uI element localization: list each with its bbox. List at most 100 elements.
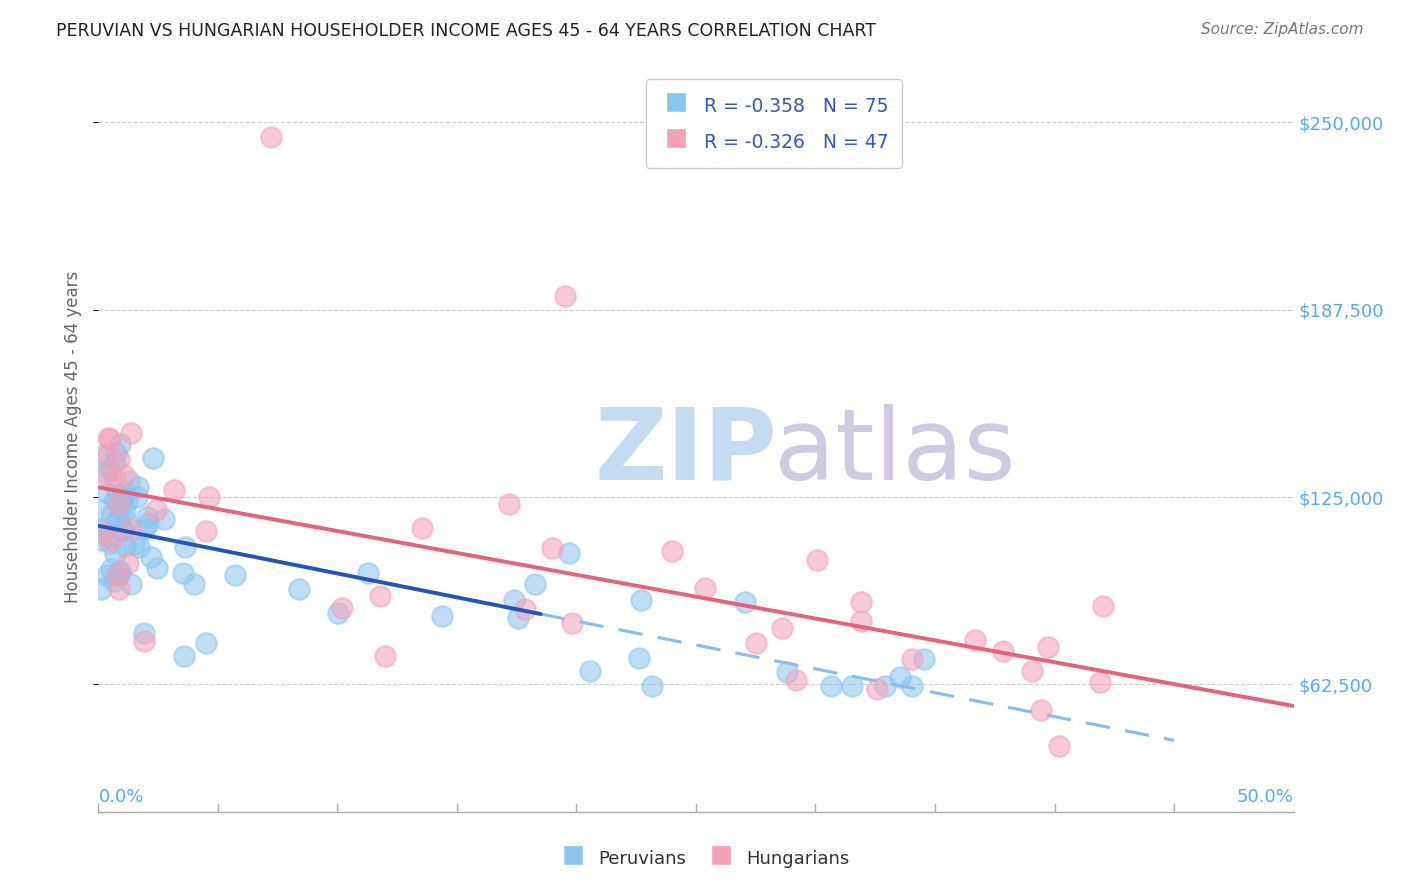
Point (108, 582, 131, 596)
Point (96, 568, 118, 582)
Point (841, 679, 863, 693)
Point (107, 568, 129, 582)
Point (115, 493, 138, 508)
Point (90, 503, 112, 517)
Point (128, 541, 150, 555)
Point (259, 130, 281, 145)
Point (98, 432, 121, 446)
Point (114, 504, 136, 518)
Point (111, 523, 134, 537)
Point (90, 533, 112, 548)
Y-axis label: Householder Income Ages 45 - 64 years: Householder Income Ages 45 - 64 years (65, 271, 83, 603)
Point (776, 665, 799, 680)
Point (785, 673, 807, 688)
Point (120, 576, 142, 591)
Point (104, 472, 127, 486)
Point (991, 644, 1014, 658)
Point (94, 469, 117, 483)
Point (288, 582, 311, 597)
Point (132, 625, 155, 640)
Point (1038, 640, 1060, 655)
Point (745, 636, 768, 650)
Point (661, 544, 683, 558)
Point (98, 463, 121, 477)
Point (374, 649, 396, 664)
Point (561, 616, 583, 631)
Point (172, 566, 194, 580)
Point (118, 474, 141, 488)
Point (173, 648, 195, 663)
Point (90, 582, 112, 596)
Point (110, 492, 132, 507)
Point (98, 536, 121, 550)
Point (498, 497, 520, 511)
Point (772, 621, 794, 635)
Point (104, 446, 127, 460)
Point (963, 632, 986, 647)
Point (1021, 664, 1043, 678)
Text: Source: ZipAtlas.com: Source: ZipAtlas.com (1201, 22, 1364, 37)
Point (734, 595, 756, 609)
Point (820, 679, 842, 693)
Point (101, 533, 124, 548)
Point (1047, 739, 1070, 753)
Point (900, 679, 922, 693)
Point (849, 595, 872, 609)
Point (112, 523, 135, 537)
Point (91, 526, 114, 541)
Point (125, 490, 148, 504)
Point (90, 523, 112, 537)
Point (108, 566, 131, 581)
Point (630, 593, 652, 607)
Point (145, 502, 167, 516)
Point (136, 516, 159, 530)
Point (108, 451, 131, 466)
Point (912, 652, 935, 666)
Point (108, 437, 131, 451)
Point (112, 467, 135, 482)
Point (103, 574, 125, 588)
Point (628, 650, 651, 665)
Point (110, 565, 132, 579)
Legend: R = -0.358   N = 75, R = -0.326   N = 47: R = -0.358 N = 75, R = -0.326 N = 47 (645, 79, 901, 168)
Point (357, 566, 380, 580)
Point (97, 448, 120, 462)
Point (134, 523, 156, 537)
Point (97, 485, 120, 500)
Point (806, 553, 828, 567)
Point (100, 562, 122, 576)
Point (541, 541, 564, 555)
Point (875, 679, 897, 693)
Point (411, 521, 433, 535)
Text: PERUVIAN VS HUNGARIAN HOUSEHOLDER INCOME AGES 45 - 64 YEARS CORRELATION CHART: PERUVIAN VS HUNGARIAN HOUSEHOLDER INCOME… (56, 22, 876, 40)
Point (132, 633, 155, 648)
Point (513, 601, 536, 615)
Point (224, 568, 246, 582)
Point (503, 593, 526, 607)
Point (508, 610, 530, 624)
Point (163, 483, 186, 498)
Text: atlas: atlas (773, 403, 1015, 500)
Point (641, 679, 664, 693)
Point (330, 600, 353, 615)
Point (139, 550, 162, 565)
Text: ZIP: ZIP (595, 403, 778, 500)
Point (120, 425, 142, 440)
Point (94, 465, 117, 479)
Point (107, 488, 129, 502)
Point (579, 664, 602, 678)
Point (194, 636, 217, 650)
Point (104, 492, 127, 507)
Point (127, 480, 149, 494)
Point (114, 539, 136, 553)
Point (195, 524, 218, 539)
Legend: Peruvians, Hungarians: Peruvians, Hungarians (550, 838, 856, 879)
Point (108, 510, 131, 524)
Point (558, 546, 581, 560)
Point (1091, 599, 1114, 614)
Point (93, 448, 115, 462)
Point (146, 561, 169, 575)
Point (112, 485, 135, 500)
Point (368, 589, 391, 603)
Point (695, 581, 717, 595)
